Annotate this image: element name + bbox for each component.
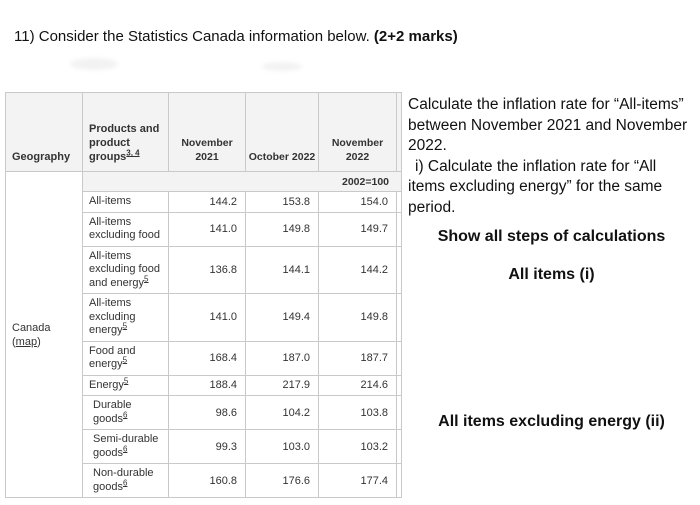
value-oct-2022: 217.9 xyxy=(245,374,319,396)
cpi-table-container: Geography Products and product groups3, … xyxy=(5,92,402,498)
value-nov-2022: 149.8 xyxy=(318,293,397,342)
show-steps-heading: Show all steps of calculations xyxy=(437,228,666,245)
product-label: Semi-durable goods xyxy=(93,433,159,459)
footnote-link[interactable]: 6 xyxy=(122,443,128,453)
table-cutoff-cell xyxy=(396,245,402,294)
cpi-table: Geography Products and product groups3, … xyxy=(5,92,402,498)
all-items-heading: All items (i) xyxy=(508,266,595,283)
table-row-non-durable-goods: Non-durable goods6 160.8 176.6 177.4 xyxy=(6,463,402,498)
table-cutoff-cell xyxy=(396,211,402,247)
product-label: All-items excluding food and energy xyxy=(89,249,160,289)
instructions-panel: Calculate the inflation rate for “All-it… xyxy=(408,95,695,218)
product-label-cell: All-items xyxy=(82,191,169,213)
table-row-all-items-excluding-food: All-items excluding food 141.0 149.8 149… xyxy=(6,211,402,247)
product-label: All-items xyxy=(89,195,132,207)
col-header-products: Products and product groups3, 4 xyxy=(82,92,169,172)
value-oct-2022: 149.8 xyxy=(245,211,319,247)
product-label-cell: All-items excluding food xyxy=(82,211,169,247)
product-label-cell: Durable goods6 xyxy=(82,395,169,430)
product-label: Food and energy xyxy=(89,344,136,371)
table-cutoff-cell xyxy=(396,429,402,464)
value-nov-2022: 214.6 xyxy=(318,374,397,396)
value-oct-2022: 144.1 xyxy=(245,245,319,294)
value-nov-2022: 177.4 xyxy=(318,463,397,498)
table-cutoff-cell xyxy=(396,374,402,396)
geography-cell: Canada (map) xyxy=(5,171,83,498)
value-nov-2022: 103.2 xyxy=(318,429,397,464)
product-label-cell: Food and energy5 xyxy=(82,340,169,376)
table-row-all-items: All-items 144.2 153.8 154.0 xyxy=(6,191,402,213)
product-label: Durable goods xyxy=(93,399,132,425)
value-nov-2021: 136.8 xyxy=(168,245,246,294)
question-title-text: 11) Consider the Statistics Canada infor… xyxy=(14,28,374,45)
product-label-cell: Semi-durable goods6 xyxy=(82,429,169,464)
value-oct-2022: 104.2 xyxy=(245,395,319,430)
footnote-link[interactable]: 5 xyxy=(122,355,128,365)
value-nov-2021: 144.2 xyxy=(168,191,246,213)
value-nov-2022: 144.2 xyxy=(318,245,397,294)
footnote-link[interactable]: 5 xyxy=(123,375,129,385)
value-oct-2022: 187.0 xyxy=(245,340,319,376)
table-row-all-items-excluding-energy: All-items excluding energy5 141.0 149.4 … xyxy=(6,293,402,342)
product-label-cell: All-items excluding energy5 xyxy=(82,293,169,342)
col-header-november-2021: November 2021 xyxy=(168,92,246,172)
product-label: All-items excluding energy xyxy=(89,297,136,336)
value-oct-2022: 153.8 xyxy=(245,191,319,213)
base-period-cell: 2002=100 xyxy=(82,171,402,192)
product-label-cell: Non-durable goods6 xyxy=(82,463,169,498)
question-marks: (2+2 marks) xyxy=(373,28,458,45)
table-cutoff-cell xyxy=(396,340,402,376)
table-cutoff-cell xyxy=(396,92,402,172)
instruction-paragraph-2: i) Calculate the inflation rate for “All… xyxy=(408,157,663,216)
value-oct-2022: 103.0 xyxy=(245,429,319,464)
footnote-link[interactable]: 5 xyxy=(122,321,128,331)
value-nov-2021: 188.4 xyxy=(168,374,246,396)
value-nov-2022: 149.7 xyxy=(318,211,397,247)
product-label-cell: Energy5 xyxy=(82,374,169,396)
col-header-geography: Geography xyxy=(5,92,83,172)
value-oct-2022: 176.6 xyxy=(245,463,319,498)
product-label: Energy xyxy=(89,378,124,391)
table-header-row: Geography Products and product groups3, … xyxy=(5,92,402,172)
footnote-link-3-4[interactable]: 3, 4 xyxy=(126,148,140,158)
value-oct-2022: 149.4 xyxy=(245,293,319,342)
all-items-excluding-energy-heading: All items excluding energy (ii) xyxy=(438,413,665,430)
value-nov-2021: 141.0 xyxy=(168,293,246,342)
table-cutoff-cell xyxy=(396,191,402,213)
footnote-link[interactable]: 6 xyxy=(122,409,128,419)
product-label: Non-durable goods xyxy=(93,467,154,493)
value-nov-2021: 99.3 xyxy=(168,429,246,464)
question-title: 11) Consider the Statistics Canada infor… xyxy=(14,28,458,45)
footnote-link[interactable]: 6 xyxy=(122,477,128,487)
value-nov-2022: 103.8 xyxy=(318,395,397,430)
value-nov-2021: 168.4 xyxy=(168,340,246,376)
col-header-november-2022: November 2022 xyxy=(318,92,397,172)
product-label: All-items excluding food xyxy=(89,215,160,242)
table-row-energy: Energy5 188.4 217.9 214.6 xyxy=(6,374,402,396)
value-nov-2021: 141.0 xyxy=(168,211,246,247)
artifact-smudge xyxy=(262,62,302,71)
table-row-semi-durable-goods: Semi-durable goods6 99.3 103.0 103.2 xyxy=(6,429,402,464)
table-cutoff-cell xyxy=(396,395,402,430)
artifact-smudge xyxy=(70,58,118,70)
table-cutoff-cell xyxy=(396,463,402,498)
value-nov-2022: 154.0 xyxy=(318,191,397,213)
col-header-october-2022: October 2022 xyxy=(245,92,319,172)
value-nov-2022: 187.7 xyxy=(318,340,397,376)
table-cutoff-cell xyxy=(396,293,402,342)
base-period-row: Canada (map) 2002=100 xyxy=(5,171,402,498)
geography-label-suffix: ) xyxy=(37,335,41,348)
instruction-paragraph-1: Calculate the inflation rate for “All-it… xyxy=(408,96,688,154)
value-nov-2021: 98.6 xyxy=(168,395,246,430)
col-header-products-label: Products and product groups xyxy=(89,123,160,163)
map-link[interactable]: map xyxy=(15,335,38,348)
product-label-cell: All-items excluding food and energy5 xyxy=(82,245,169,294)
footnote-link[interactable]: 5 xyxy=(144,273,149,283)
value-nov-2021: 160.8 xyxy=(168,463,246,498)
table-row-food-and-energy: Food and energy5 168.4 187.0 187.7 xyxy=(6,340,402,376)
geography-label: Canada ( xyxy=(12,321,51,348)
